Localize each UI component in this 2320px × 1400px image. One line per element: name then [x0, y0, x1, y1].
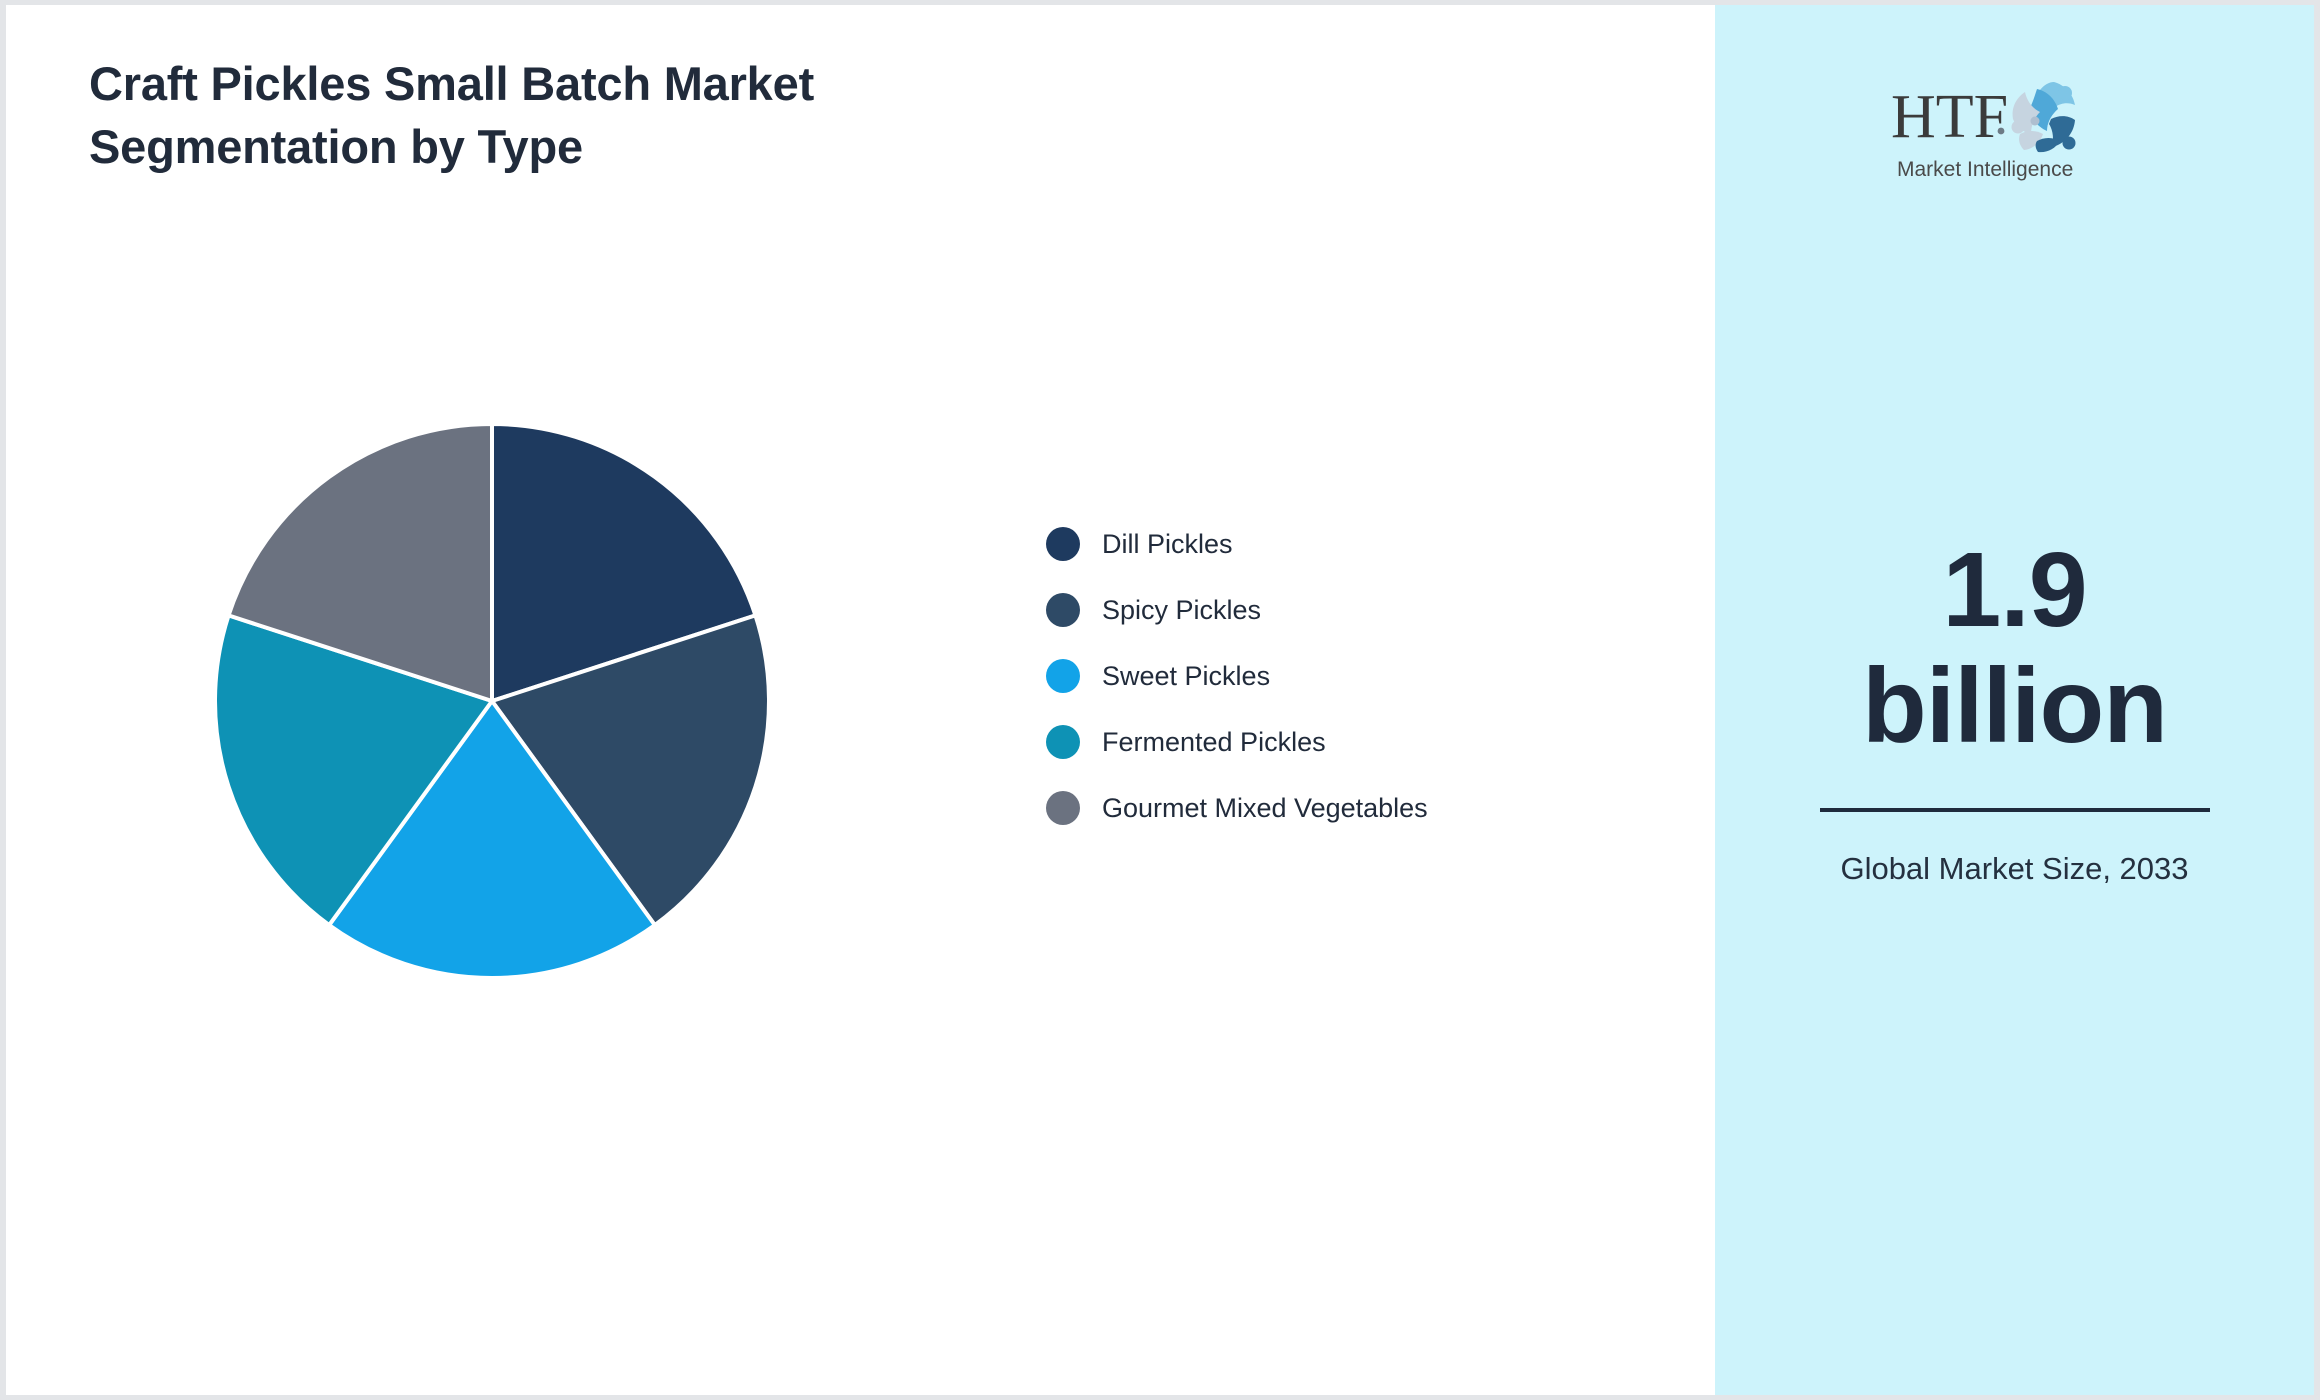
pie-slice[interactable] [490, 423, 758, 703]
htf-market-intelligence-logo: HTF [1885, 73, 2145, 185]
stat-divider [1819, 808, 2210, 813]
legend-swatch-icon [1046, 659, 1080, 693]
infographic-card: Craft Pickles Small Batch Market Segment… [6, 5, 2314, 1395]
logo-dot-icon [1997, 127, 2004, 135]
logo-svg: HTF [1891, 82, 2075, 181]
chart-panel: Craft Pickles Small Batch Market Segment… [6, 5, 1715, 1395]
pie-chart-svg [214, 423, 770, 979]
legend-swatch-icon [1046, 593, 1080, 627]
legend-item-gourmet-mixed-vegetables[interactable]: Gourmet Mixed Vegetables [1046, 790, 1428, 826]
legend-item-sweet-pickles[interactable]: Sweet Pickles [1046, 658, 1428, 694]
stat-panel: HTF [1715, 5, 2314, 1395]
legend-item-dill-pickles[interactable]: Dill Pickles [1046, 526, 1428, 562]
legend-swatch-icon [1046, 791, 1080, 825]
logo-emblem-icon [2011, 82, 2075, 153]
logo-tagline-text: Market Intelligence [1897, 158, 2073, 181]
stat-caption: Global Market Size, 2033 [1840, 851, 2189, 887]
pie-chart [214, 423, 770, 979]
stat-value: 1.9 billion [1861, 531, 2168, 765]
legend-item-fermented-pickles[interactable]: Fermented Pickles [1046, 724, 1428, 760]
legend-item-spicy-pickles[interactable]: Spicy Pickles [1046, 592, 1428, 628]
pie-slice[interactable] [327, 699, 657, 979]
legend-item-label: Spicy Pickles [1102, 594, 1262, 625]
chart-legend: Dill Pickles Spicy Pickles Sweet Pickles… [1046, 526, 1428, 826]
logo-wordmark-text: HTF [1891, 83, 2008, 151]
legend-item-label: Fermented Pickles [1102, 726, 1326, 757]
legend-item-label: Gourmet Mixed Vegetables [1102, 792, 1428, 823]
legend-swatch-icon [1046, 725, 1080, 759]
pie-slice[interactable] [226, 423, 494, 703]
legend-swatch-icon [1046, 527, 1080, 561]
pie-slice[interactable] [214, 613, 494, 928]
page-title: Craft Pickles Small Batch Market Segment… [89, 57, 815, 173]
pie-slice[interactable] [490, 613, 770, 928]
legend-item-label: Sweet Pickles [1102, 660, 1271, 691]
stat-block: 1.9 billion Global Market Size, 2033 [1795, 531, 2235, 890]
legend-item-label: Dill Pickles [1102, 528, 1233, 559]
